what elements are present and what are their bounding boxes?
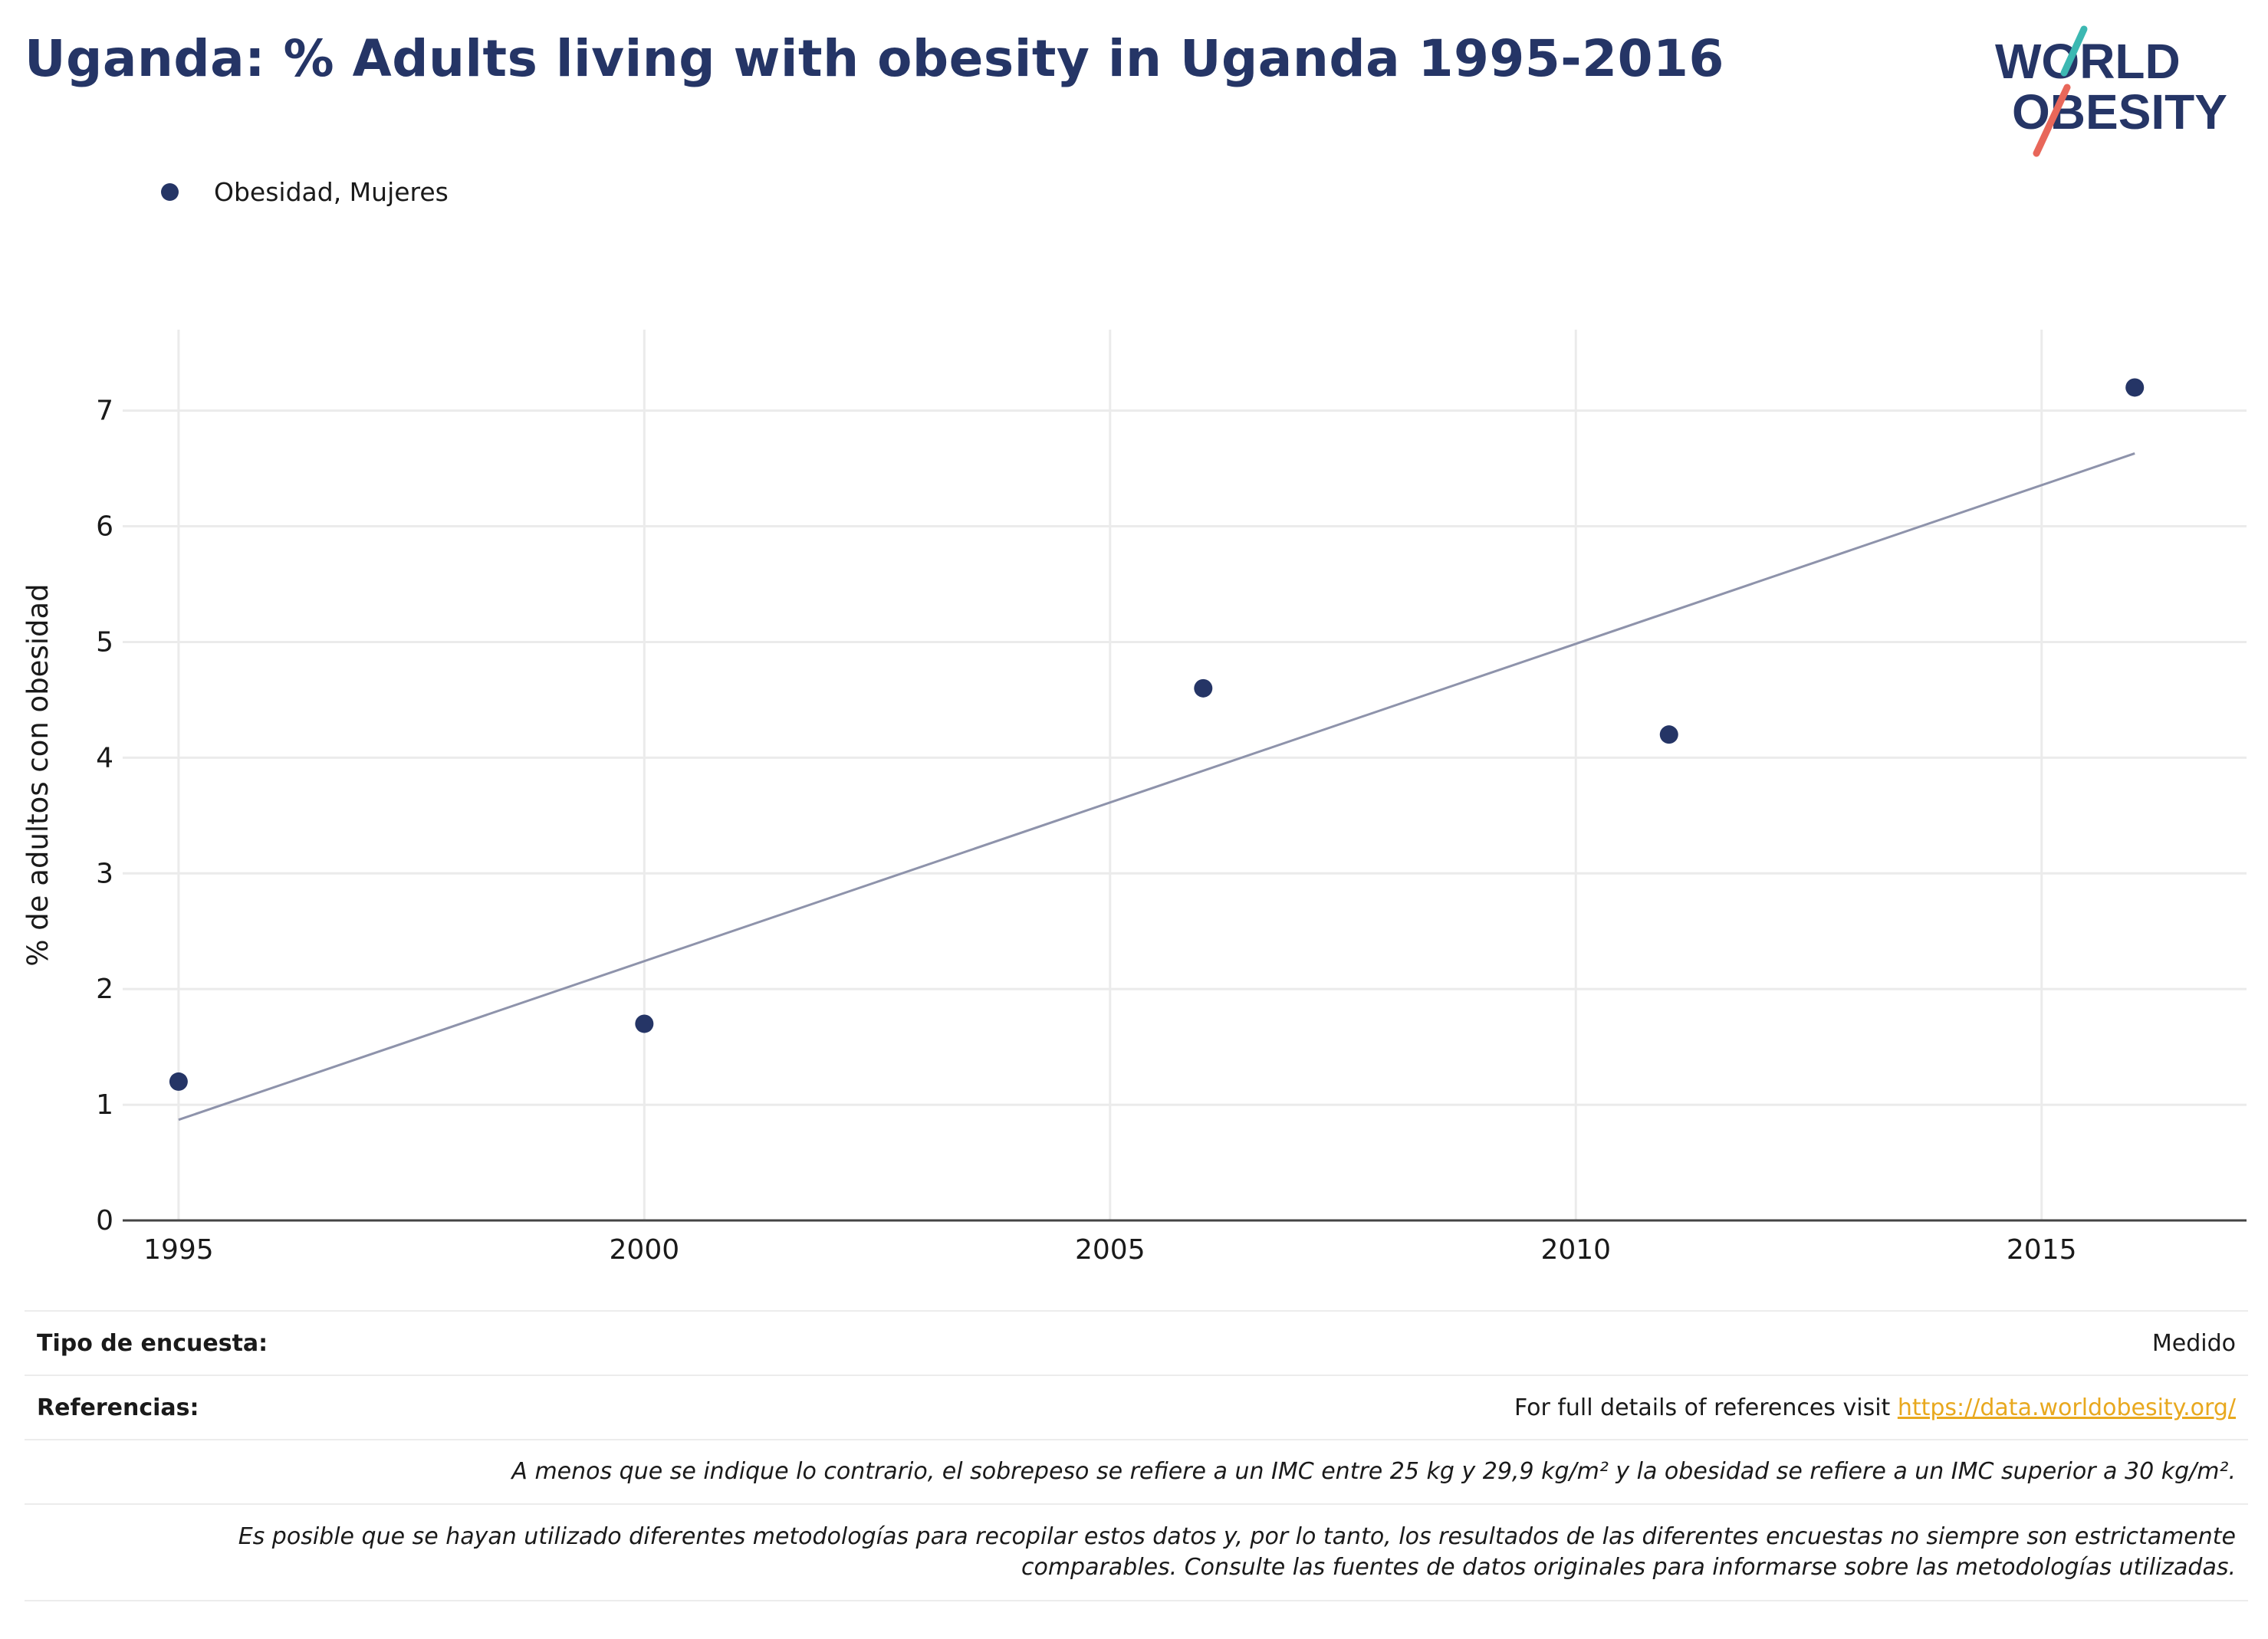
trendline-group <box>178 452 2135 1122</box>
legend-label: Obesidad, Mujeres <box>214 176 449 207</box>
data-point <box>169 1072 188 1091</box>
references-text: For full details of references visit <box>1514 1394 1898 1421</box>
references-link[interactable]: https://data.worldobesity.org/ <box>1897 1394 2236 1421</box>
survey-type-label: Tipo de encuesta: <box>37 1329 268 1357</box>
survey-type-row: Tipo de encuesta: Medido <box>25 1310 2248 1375</box>
x-tick-label: 2015 <box>2007 1234 2077 1266</box>
y-tick-label: 5 <box>96 626 113 658</box>
logo-text-world: WORLD <box>1995 34 2181 89</box>
methodology-note-line1: Es posible que se hayan utilizado difere… <box>238 1523 2236 1550</box>
references-row: Referencias: For full details of referen… <box>25 1375 2248 1439</box>
y-tick-label: 4 <box>96 742 113 774</box>
references-value: For full details of references visit htt… <box>1514 1394 2236 1421</box>
bmi-note-row: A menos que se indique lo contrario, el … <box>25 1439 2248 1503</box>
grid <box>123 330 2247 1220</box>
y-tick-label: 6 <box>96 511 113 543</box>
y-tick-label: 3 <box>96 858 113 889</box>
logo-slash-red <box>2033 84 2071 157</box>
y-tick-label: 1 <box>96 1089 113 1121</box>
references-label: Referencias: <box>37 1394 199 1421</box>
trendline <box>178 452 2135 1122</box>
data-point <box>1194 678 1213 698</box>
scatter-chart: 1995 2000 2005 2010 2015 0 1 2 3 4 5 6 7 % de adulto… <box>21 330 2247 1266</box>
tick-labels: 1995 2000 2005 2010 2015 0 1 2 3 4 5 6 7 <box>96 396 2076 1266</box>
methodology-note: Es posible que se hayan utilizado difere… <box>238 1522 2236 1583</box>
y-tick-label: 7 <box>96 396 113 427</box>
logo-slash-teal <box>2060 25 2088 77</box>
x-tick-label: 2005 <box>1075 1234 1146 1266</box>
survey-type-value: Medido <box>2151 1329 2236 1357</box>
x-tick-label: 2010 <box>1540 1234 1611 1266</box>
legend-marker <box>161 182 179 201</box>
methodology-note-row: Es posible que se hayan utilizado difere… <box>25 1503 2248 1601</box>
footer: Tipo de encuesta: Medido Referencias: Fo… <box>25 1310 2248 1601</box>
methodology-note-line2: comparables. Consulte las fuentes de dat… <box>1021 1554 2236 1581</box>
bmi-note: A menos que se indique lo contrario, el … <box>511 1458 2236 1485</box>
legend[interactable]: Obesidad, Mujeres <box>161 175 449 209</box>
y-tick-label: 2 <box>96 974 113 1005</box>
points-group <box>169 378 2145 1091</box>
x-tick-label: 1995 <box>143 1234 214 1266</box>
y-axis-label: % de adultos con obesidad <box>21 583 54 966</box>
x-tick-label: 2000 <box>610 1234 680 1266</box>
data-point <box>2125 378 2145 397</box>
data-point <box>1659 725 1678 744</box>
page-title: Uganda: % Adults living with obesity in … <box>25 29 1724 88</box>
world-obesity-logo: WORLD OBESITY <box>1995 25 2227 157</box>
y-tick-label: 0 <box>96 1205 113 1237</box>
data-point <box>635 1014 654 1033</box>
